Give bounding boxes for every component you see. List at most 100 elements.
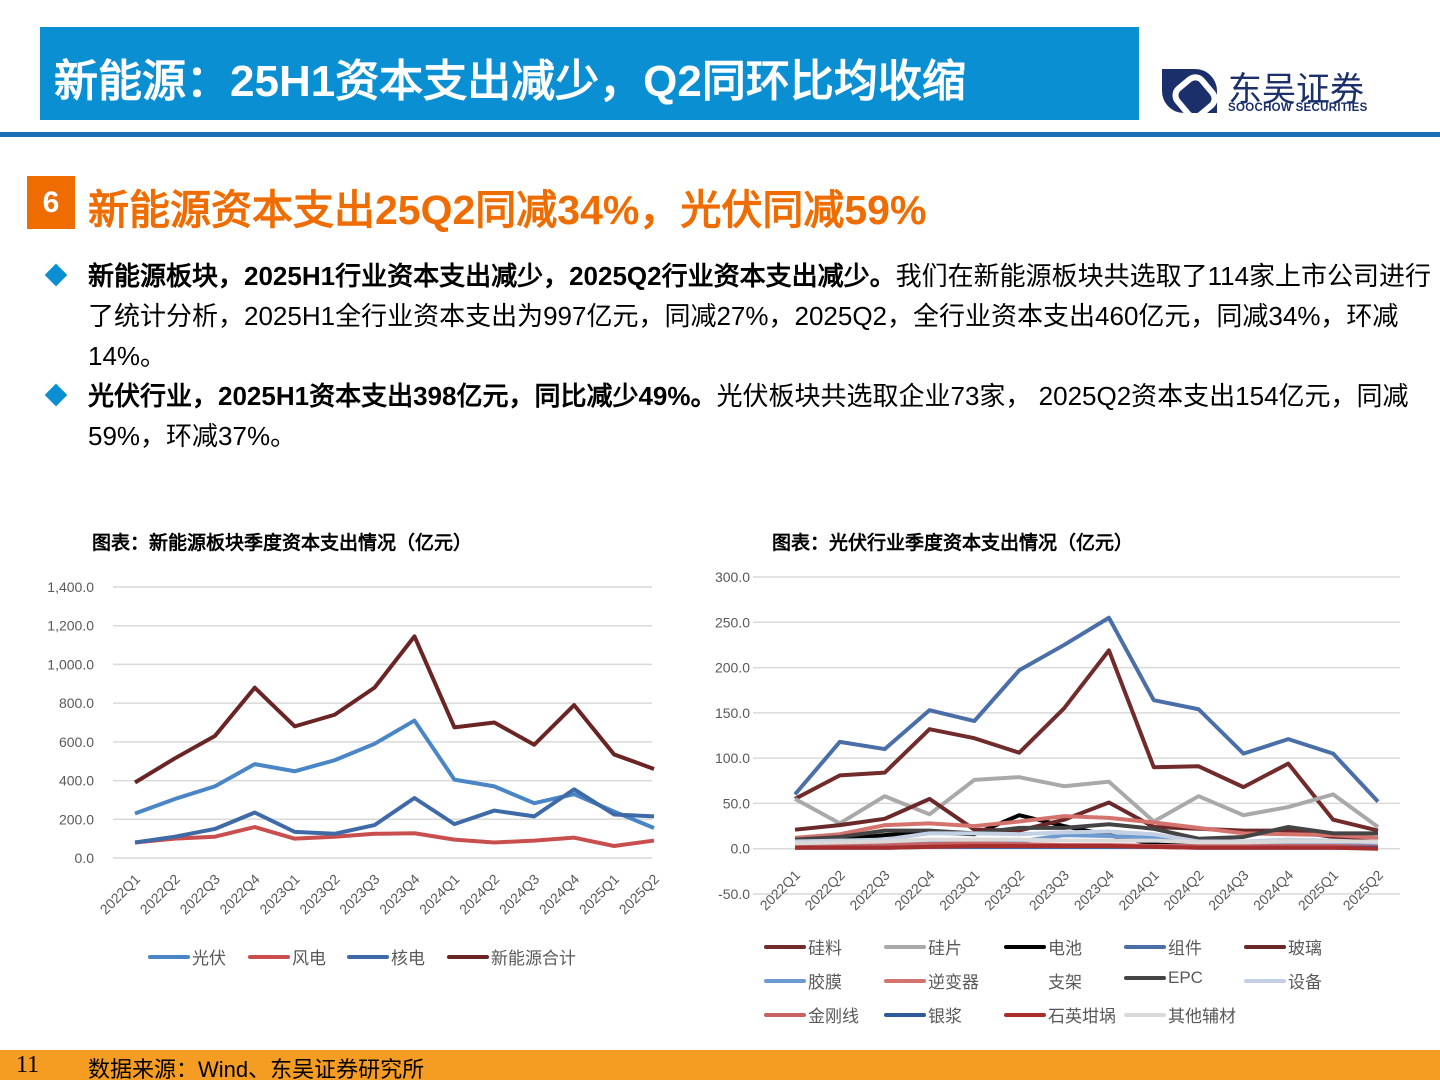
legend-label: 核电 — [391, 949, 425, 968]
x-tick-label: 2023Q1 — [936, 867, 983, 914]
series-line-硅料 — [794, 648, 1379, 833]
legend-label: 胶膜 — [808, 973, 842, 992]
legend-swatch — [1004, 1012, 1046, 1017]
legend-label: 逆变器 — [928, 973, 979, 992]
legend-swatch — [1244, 944, 1286, 949]
y-tick-label: 200.0 — [59, 811, 94, 827]
legend-swatch — [884, 978, 926, 983]
legend-label: 石英坩埚 — [1048, 1007, 1116, 1026]
legend-item: 银浆 — [884, 1002, 962, 1027]
x-tick-label: 2024Q1 — [416, 871, 463, 918]
x-tick-label: 2022Q1 — [757, 867, 804, 914]
x-tick-label: 2023Q3 — [336, 871, 383, 918]
legend-label: 硅料 — [808, 939, 842, 958]
legend-item: 逆变器 — [884, 968, 979, 993]
legend-item: 组件 — [1124, 934, 1202, 959]
y-tick-label: 250.0 — [715, 614, 750, 630]
legend-item: 玻璃 — [1244, 934, 1322, 959]
y-tick-label: 1,000.0 — [47, 656, 94, 672]
x-tick-label: 2023Q2 — [296, 871, 343, 918]
x-tick-label: 2023Q1 — [256, 871, 303, 918]
bullet-bold: 光伏行业，2025H1资本支出398亿元，同比减少49%。 — [88, 381, 717, 411]
chart-title-right: 图表：光伏行业季度资本支出情况（亿元） — [772, 533, 1134, 554]
legend-item: 硅料 — [764, 934, 842, 959]
header-rule — [0, 132, 1440, 137]
legend-item: 电池 — [1004, 934, 1082, 959]
legend-label: 组件 — [1168, 939, 1202, 958]
legend-swatch — [764, 978, 806, 983]
legend-label: 其他辅材 — [1168, 1007, 1236, 1026]
soochow-logo: 东吴证券 SOOCHOW SECURITIES — [1162, 66, 1382, 116]
x-tick-label: 2025Q2 — [616, 871, 663, 918]
legend-item: 硅片 — [884, 934, 962, 959]
legend-label: 风电 — [292, 949, 326, 968]
legend-swatch — [1004, 944, 1046, 949]
legend-label: EPC — [1168, 968, 1203, 987]
x-tick-label: 2024Q2 — [456, 871, 503, 918]
x-tick-label: 2022Q3 — [846, 867, 893, 914]
slide-title: 新能源：25H1资本支出减少，Q2同环比均收缩 — [54, 57, 966, 106]
y-tick-label: 200.0 — [715, 660, 750, 676]
y-tick-label: 600.0 — [59, 734, 94, 750]
x-tick-label: 2024Q3 — [1205, 867, 1252, 914]
legend-item: 支架 — [1004, 968, 1082, 993]
x-tick-label: 2025Q2 — [1340, 867, 1387, 914]
legend-swatch — [248, 954, 290, 959]
x-tick-label: 2022Q4 — [216, 871, 263, 918]
y-tick-label: 300.0 — [715, 569, 750, 585]
y-tick-label: 0.0 — [75, 850, 95, 866]
legend-item: 风电 — [248, 944, 326, 969]
legend-label: 设备 — [1288, 973, 1322, 992]
x-tick-label: 2024Q2 — [1160, 867, 1207, 914]
legend-label: 玻璃 — [1288, 939, 1322, 958]
legend-label: 光伏 — [192, 949, 226, 968]
page-number: 11 — [16, 1052, 40, 1078]
logo-cn: 东吴证券 — [1228, 71, 1364, 109]
legend-item: 设备 — [1244, 968, 1322, 993]
footer-bar — [0, 1050, 1440, 1080]
bullet-item: 新能源板块，2025H1行业资本支出减少，2025Q2行业资本支出减少。我们在新… — [44, 256, 1434, 376]
x-tick-label: 2025Q1 — [1295, 867, 1342, 914]
y-tick-label: 800.0 — [59, 695, 94, 711]
series-line-核电 — [134, 787, 655, 845]
legend-item: 核电 — [347, 944, 425, 969]
x-tick-label: 2022Q4 — [891, 867, 938, 914]
y-tick-label: 100.0 — [715, 750, 750, 766]
x-tick-label: 2023Q3 — [1026, 867, 1073, 914]
bullet-list: 新能源板块，2025H1行业资本支出减少，2025Q2行业资本支出减少。我们在新… — [44, 256, 1434, 456]
legend-swatch — [1244, 978, 1286, 983]
legend-swatch — [764, 1012, 806, 1017]
bullet-text: 我们在新能源板块共选取了114家上市公司进行了统计分析，2025H1全行业资本支… — [88, 261, 1432, 371]
series-line-EPC — [794, 822, 1378, 842]
x-tick-label: 2022Q1 — [97, 871, 144, 918]
legend-label: 电池 — [1048, 939, 1082, 958]
legend-swatch — [1124, 1012, 1166, 1017]
bullet-item: 光伏行业，2025H1资本支出398亿元，同比减少49%。光伏板块共选取企业73… — [44, 376, 1434, 456]
series-line-其他辅材 — [794, 837, 1378, 846]
bullet-text: 光伏板块共选取企业73家， 2025Q2资本支出154亿元，同减59%，环减37… — [88, 381, 1409, 451]
legend-swatch — [764, 944, 806, 949]
legend-swatch — [884, 944, 926, 949]
legend-swatch — [347, 954, 389, 959]
x-tick-label: 2024Q4 — [536, 871, 583, 918]
y-tick-label: 50.0 — [723, 795, 750, 811]
legend-swatch — [148, 954, 190, 959]
series-line-组件 — [793, 615, 1380, 803]
slide-title-banner: 新能源：25H1资本支出减少，Q2同环比均收缩 — [40, 27, 1139, 120]
bullet-bold: 新能源板块，2025H1行业资本支出减少，2025Q2行业资本支出减少。 — [88, 261, 896, 291]
legend-item: EPC — [1124, 968, 1203, 988]
x-tick-label: 2023Q4 — [376, 871, 423, 918]
x-tick-label: 2023Q2 — [981, 867, 1028, 914]
section-title: 新能源资本支出25Q2同减34%，光伏同减59% — [88, 187, 927, 233]
series-line-硅片 — [794, 775, 1380, 829]
legend-label: 金刚线 — [808, 1007, 859, 1026]
y-tick-label: 0.0 — [731, 841, 751, 857]
x-tick-label: 2023Q4 — [1070, 867, 1117, 914]
logo-mark-icon — [1162, 69, 1217, 113]
y-tick-label: 400.0 — [59, 773, 94, 789]
x-tick-label: 2024Q1 — [1115, 867, 1162, 914]
legend-label: 银浆 — [928, 1007, 962, 1026]
data-source: 数据来源：Wind、东吴证券研究所 — [88, 1057, 425, 1082]
legend-label: 支架 — [1048, 973, 1082, 992]
